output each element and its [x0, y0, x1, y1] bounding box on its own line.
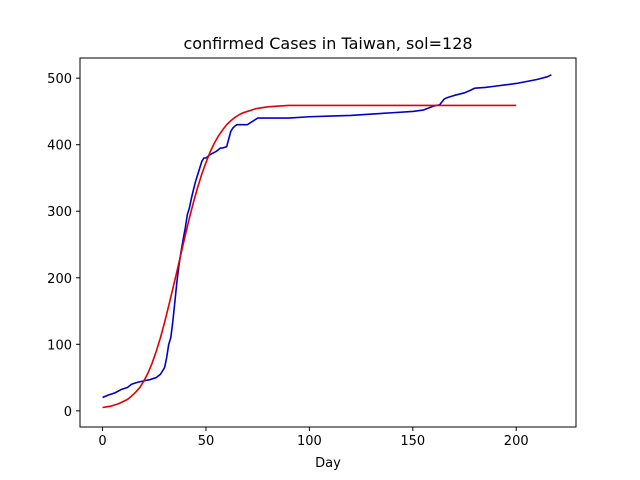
x-tick-label: 100 — [297, 434, 322, 449]
y-axis-ticks: 0 100 200 300 400 500 — [47, 72, 80, 420]
x-tick-label: 200 — [504, 434, 529, 449]
y-tick-label: 500 — [47, 72, 72, 87]
x-axis-label: Day — [315, 456, 341, 471]
x-axis-ticks: 0 50 100 150 200 — [98, 427, 529, 449]
axes-frame — [79, 57, 577, 428]
series-line-2 — [102, 104, 517, 409]
plot-area: 0 50 100 150 200 0 100 200 300 400 500 — [47, 57, 577, 449]
x-tick-label: 0 — [98, 434, 106, 449]
y-tick-label: 0 — [64, 405, 72, 420]
y-tick-label: 300 — [47, 205, 72, 220]
x-tick-label: 150 — [400, 434, 425, 449]
chart-title: confirmed Cases in Taiwan, sol=128 — [183, 34, 472, 53]
series-line-1 — [102, 74, 552, 399]
y-tick-label: 200 — [47, 272, 72, 287]
y-tick-label: 100 — [47, 338, 72, 353]
x-tick-label: 50 — [198, 434, 215, 449]
series-lines — [102, 74, 552, 409]
y-tick-label: 400 — [47, 139, 72, 154]
